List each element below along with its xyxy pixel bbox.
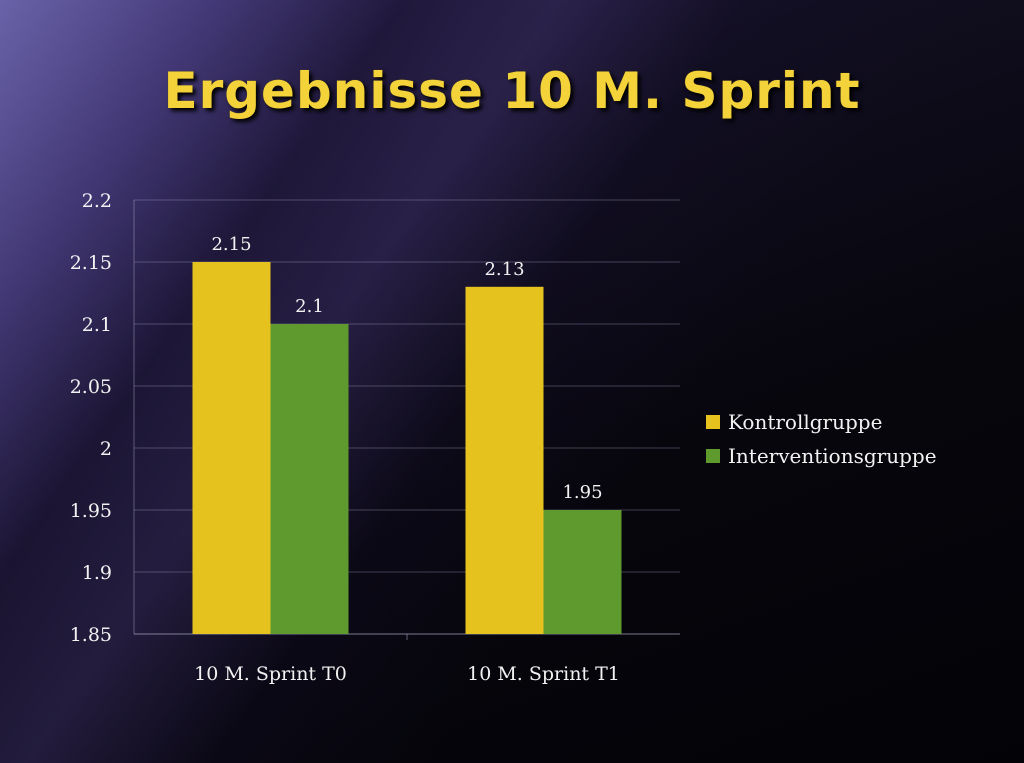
y-tick-label: 2.2	[82, 190, 112, 212]
x-category-label: 10 M. Sprint T0	[194, 663, 347, 685]
y-tick-label: 1.9	[82, 562, 112, 584]
y-tick-label: 1.95	[70, 500, 112, 522]
bar-kontrollgruppe-1	[192, 262, 271, 634]
legend-label-interventionsgruppe: Interventionsgruppe	[728, 444, 937, 468]
data-label: 2.15	[211, 234, 251, 255]
legend-swatch-interventionsgruppe	[706, 449, 720, 463]
data-label: 2.1	[295, 296, 324, 317]
y-tick-label: 2.15	[70, 252, 112, 274]
legend-item-kontrollgruppe: Kontrollgruppe	[706, 405, 937, 439]
legend-item-interventionsgruppe: Interventionsgruppe	[706, 439, 937, 473]
y-tick-label: 2.05	[70, 376, 112, 398]
y-tick-label: 2.1	[82, 314, 112, 336]
data-label: 1.95	[562, 482, 602, 503]
data-label: 2.13	[484, 259, 524, 280]
bar-interventionsgruppe-2	[543, 510, 622, 634]
y-tick-label: 1.85	[70, 624, 112, 646]
legend-label-kontrollgruppe: Kontrollgruppe	[728, 410, 883, 434]
slide-title: Ergebnisse 10 M. Sprint	[163, 62, 861, 120]
y-tick-label: 2	[100, 438, 112, 460]
chart-legend: Kontrollgruppe Interventionsgruppe	[706, 405, 937, 473]
bar-kontrollgruppe-2	[465, 286, 544, 634]
legend-swatch-kontrollgruppe	[706, 415, 720, 429]
bar-interventionsgruppe-1	[270, 324, 349, 634]
x-category-label: 10 M. Sprint T1	[467, 663, 620, 685]
